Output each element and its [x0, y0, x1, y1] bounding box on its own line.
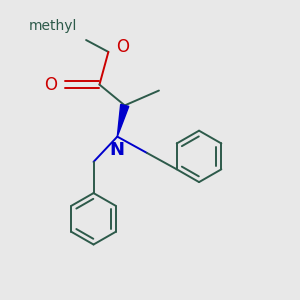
Text: O: O: [116, 38, 129, 56]
Polygon shape: [117, 104, 129, 136]
Text: methyl: methyl: [29, 19, 77, 33]
Text: O: O: [44, 76, 57, 94]
Text: N: N: [110, 141, 125, 159]
